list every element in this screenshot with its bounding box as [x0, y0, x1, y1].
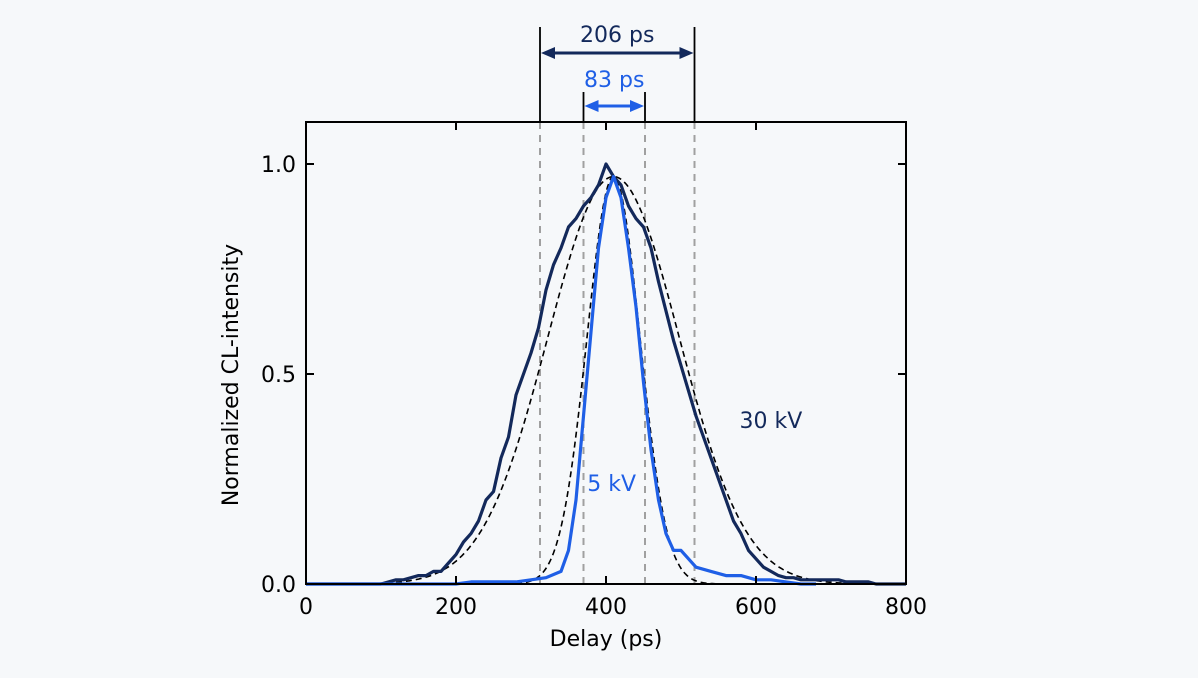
- width-5kv-label: 83 ps: [584, 68, 644, 93]
- x-tick-label: 600: [735, 595, 777, 620]
- axis-ticks: 0 200 400 600 800 0.0 0.5 1.0: [261, 122, 927, 620]
- x-tick-label: 0: [299, 595, 313, 620]
- y-tick-label: 0.0: [261, 573, 296, 598]
- width-5kv-arrowhead-left: [584, 100, 599, 112]
- x-tick-label: 400: [585, 595, 627, 620]
- y-tick-label: 1.0: [261, 153, 296, 178]
- series-line-30kv: [306, 162, 906, 586]
- y-axis-label: Normalized CL-intensity: [219, 244, 244, 506]
- y-tick-label: 0.5: [261, 363, 296, 388]
- series-label-5kv: 5 kV: [587, 472, 636, 497]
- x-tick-label: 200: [435, 595, 477, 620]
- x-axis-label: Delay (ps): [550, 627, 663, 652]
- width-30kv-arrowhead-right: [679, 47, 694, 59]
- series-lines: [306, 162, 906, 586]
- fit-curve-0: [306, 175, 906, 585]
- plot-frame: [305, 121, 907, 585]
- width-5kv-arrowhead-right: [630, 100, 644, 112]
- width-30kv-label: 206 ps: [580, 23, 654, 48]
- series-line-5kv: [306, 175, 816, 586]
- gaussian-fits: [306, 175, 906, 585]
- x-tick-label: 800: [885, 595, 927, 620]
- fit-curve-1: [306, 175, 906, 585]
- series-label-30kv: 30 kV: [740, 409, 803, 434]
- width-annotations: 206 ps 83 ps: [539, 23, 696, 122]
- width-30kv-arrowhead-left: [541, 47, 555, 59]
